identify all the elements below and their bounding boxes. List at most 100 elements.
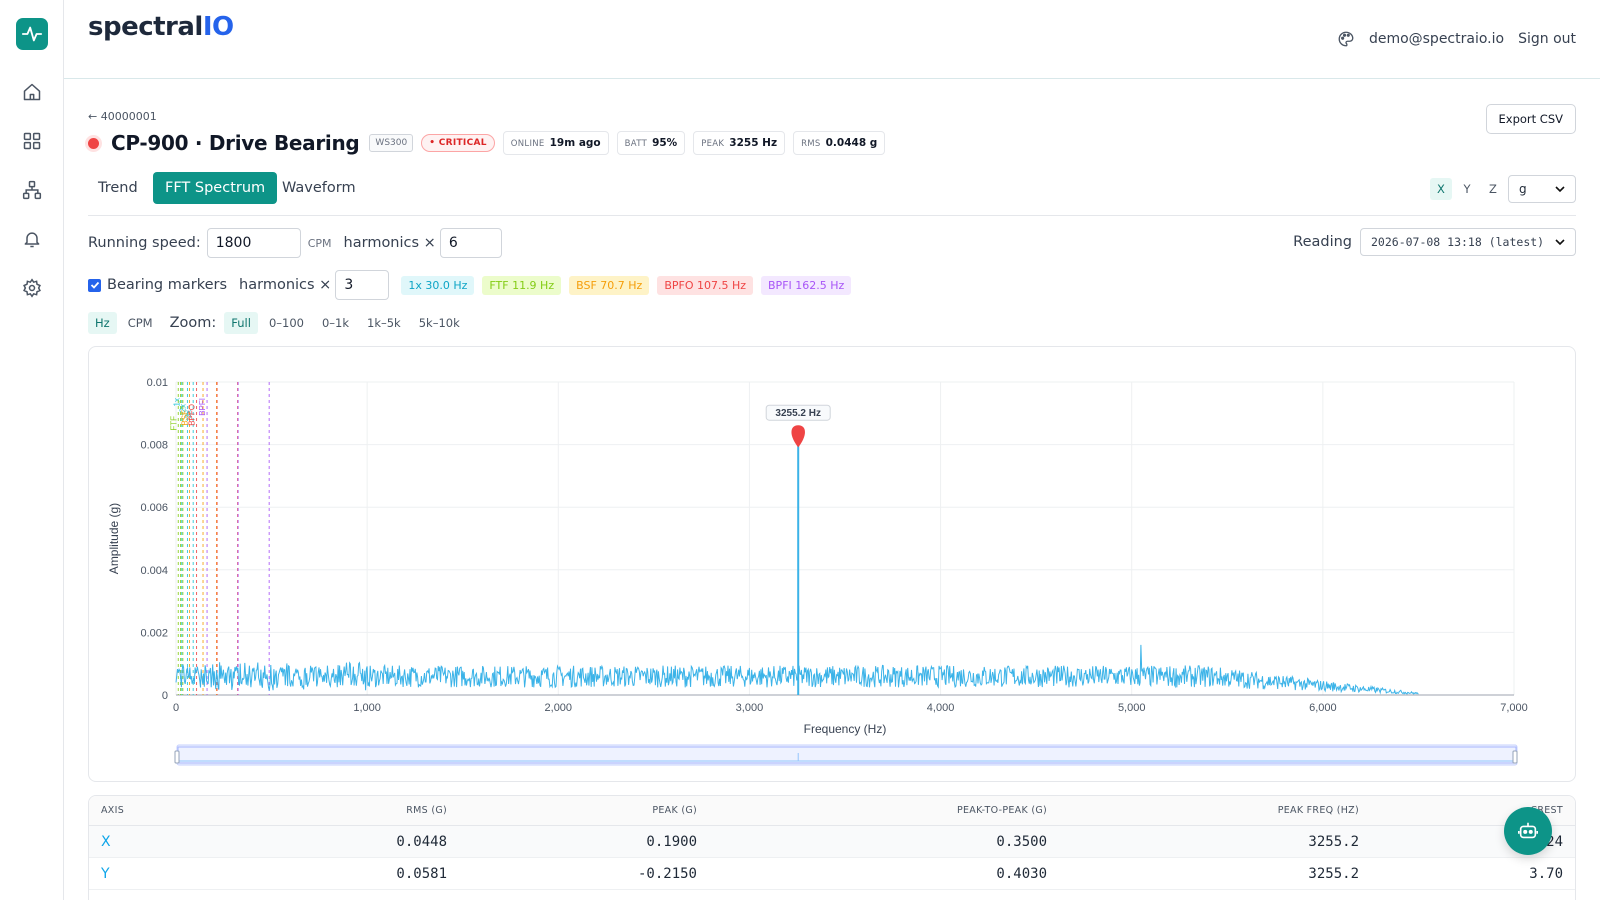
peak-pin-marker (791, 425, 805, 448)
assistant-fab-button[interactable] (1504, 807, 1552, 855)
running-speed-unit: CPM (307, 236, 332, 250)
col-crest: CREST (1530, 805, 1563, 816)
app-logo[interactable] (16, 18, 48, 50)
x-tick-label: 3,000 (736, 702, 764, 714)
reading-select[interactable]: 2026-07-08 13:18 (latest) (1360, 228, 1576, 256)
online-stat: ONLINE 19m ago (502, 131, 609, 155)
gear-icon (23, 278, 41, 298)
zoom-row: Hz CPM Zoom: Full 0–100 0–1k 1k–5k 5k–10… (88, 311, 467, 335)
table-row: X 0.0448 0.1900 0.3500 3255.2 4.24 (89, 826, 1575, 858)
x-axis-label: Frequency (Hz) (804, 722, 887, 736)
col-rms: RMS (G) (406, 805, 447, 816)
fft-spectrum-chart[interactable]: 0 1,000 2,000 3,000 4,000 5,000 6,000 7,000 0 0.0… (89, 347, 1575, 781)
view-tabs: Trend FFT Spectrum Waveform X Y Z g (88, 172, 1576, 216)
home-icon (23, 83, 41, 101)
grid-icon (23, 132, 41, 150)
range-slider-left-handle (174, 750, 180, 764)
reading-label: Reading (1293, 234, 1352, 250)
unit-hz-button[interactable]: Hz (88, 312, 117, 334)
sign-out-link[interactable]: Sign out (1518, 31, 1576, 47)
y-tick-label: 0.008 (140, 440, 168, 452)
tab-fft-spectrum[interactable]: FFT Spectrum (153, 172, 278, 204)
reading-control: Reading 2026-07-08 13:18 (latest) (1293, 228, 1576, 256)
zoom-0-100-button[interactable]: 0–100 (268, 316, 304, 330)
col-peak: PEAK (G) (652, 805, 697, 816)
harmonics-input[interactable]: 6 (439, 228, 502, 258)
col-peak-freq: PEAK FREQ (HZ) (1277, 805, 1359, 816)
marker-chip-ftf[interactable]: FTF 11.9 Hz (482, 275, 562, 295)
axis-x-button[interactable]: X (1430, 178, 1452, 200)
axis-stats-table: AXIS RMS (G) PEAK (G) PEAK-TO-PEAK (G) P… (88, 795, 1576, 900)
cell-peak-freq: 3255.2 (1308, 865, 1359, 882)
rms-stat: RMS 0.0448 g (793, 131, 886, 155)
x-tick-label: 5,000 (1118, 702, 1146, 714)
y-axis-label: Amplitude (g) (107, 503, 121, 574)
theme-palette-icon[interactable] (1337, 30, 1355, 48)
peak-stat: PEAK 3255 Hz (693, 131, 786, 155)
bearing-marker-label: FTF (169, 416, 178, 431)
status-badge: • CRITICAL (421, 134, 495, 152)
bearing-harmonics-input[interactable]: 3 (335, 270, 390, 300)
harmonics-label: harmonics × (343, 235, 436, 251)
zoom-5k-10k-button[interactable]: 5k–10k (418, 316, 460, 330)
top-header: spectralIO demo@spectraio.io Sign out (64, 0, 1600, 79)
marker-chip-bpfi[interactable]: BPFI 162.5 Hz (761, 275, 852, 295)
tab-trend[interactable]: Trend (98, 180, 138, 196)
cell-peak: -0.2150 (637, 865, 697, 882)
sidebar-item-hierarchy[interactable] (20, 178, 44, 202)
unit-cpm-button[interactable]: CPM (127, 316, 153, 330)
peak-label: 3255.2 Hz (775, 408, 821, 419)
export-csv-button[interactable]: Export CSV (1485, 104, 1576, 134)
peak-label-box (765, 404, 831, 421)
cell-peak-to-peak: 0.4030 (996, 865, 1047, 882)
bearing-marker-label: BSF (181, 410, 190, 426)
cell-rms: 0.0448 (396, 833, 447, 850)
sidebar-item-home[interactable] (20, 80, 44, 104)
cell-peak: 0.1900 (646, 833, 697, 850)
sidebar (0, 0, 64, 900)
x-tick-label: 2,000 (545, 702, 573, 714)
asset-title-row: CP-900 · Drive Bearing WS300 • CRITICAL … (88, 131, 886, 155)
zoom-1k-5k-button[interactable]: 1k–5k (367, 316, 401, 330)
breadcrumb[interactable]: ← 40000001 (88, 110, 157, 123)
marker-chip-bsf[interactable]: BSF 70.7 Hz (569, 275, 650, 295)
axis-y-button[interactable]: Y (1463, 182, 1471, 196)
sidebar-item-alerts[interactable] (20, 227, 44, 251)
page-title: CP-900 · Drive Bearing (111, 131, 360, 155)
running-speed-input[interactable]: 1800 (206, 228, 301, 258)
chevron-down-icon (1555, 239, 1565, 246)
axis-selector: X Y Z (1430, 178, 1504, 200)
chevron-down-icon (1555, 186, 1565, 193)
range-slider-track (176, 744, 1518, 766)
pulse-icon (21, 26, 43, 42)
user-email[interactable]: demo@spectraio.io (1368, 31, 1505, 47)
sidebar-item-dashboard[interactable] (20, 129, 44, 153)
sidebar-item-settings[interactable] (20, 276, 44, 300)
cell-rms: 0.0581 (396, 865, 447, 882)
row-axis-link[interactable]: X (101, 833, 111, 850)
bearing-markers-label: Bearing markers (107, 277, 228, 293)
bearing-harmonics-label: harmonics × (239, 277, 332, 293)
unit-select[interactable]: g (1508, 175, 1576, 203)
y-tick-label: 0.006 (140, 502, 168, 514)
marker-chip-bpfo[interactable]: BPFO 107.5 Hz (657, 275, 754, 295)
marker-chip-1x[interactable]: 1x 30.0 Hz (401, 275, 475, 295)
zoom-0-1k-button[interactable]: 0–1k (321, 316, 350, 330)
y-tick-label: 0.01 (147, 377, 168, 389)
y-tick-label: 0.002 (140, 627, 168, 639)
y-tick-label: 0.004 (140, 565, 168, 577)
x-tick-label: 6,000 (1309, 702, 1337, 714)
status-indicator (88, 137, 99, 149)
bearing-marker-label: BPFI (198, 398, 207, 416)
col-axis: AXIS (101, 805, 125, 816)
brand-logo[interactable]: spectralIO (88, 12, 234, 42)
bearing-marker-label: BPFO (188, 404, 197, 426)
zoom-full-button[interactable]: Full (224, 312, 258, 334)
axis-z-button[interactable]: Z (1489, 182, 1497, 196)
y-tick-label: 0 (162, 690, 168, 702)
bearing-markers-checkbox[interactable] (88, 278, 101, 292)
tab-waveform[interactable]: Waveform (282, 180, 356, 196)
model-badge: WS300 (369, 134, 414, 152)
row-axis-link[interactable]: Y (101, 865, 110, 882)
x-tick-label: 4,000 (927, 702, 955, 714)
